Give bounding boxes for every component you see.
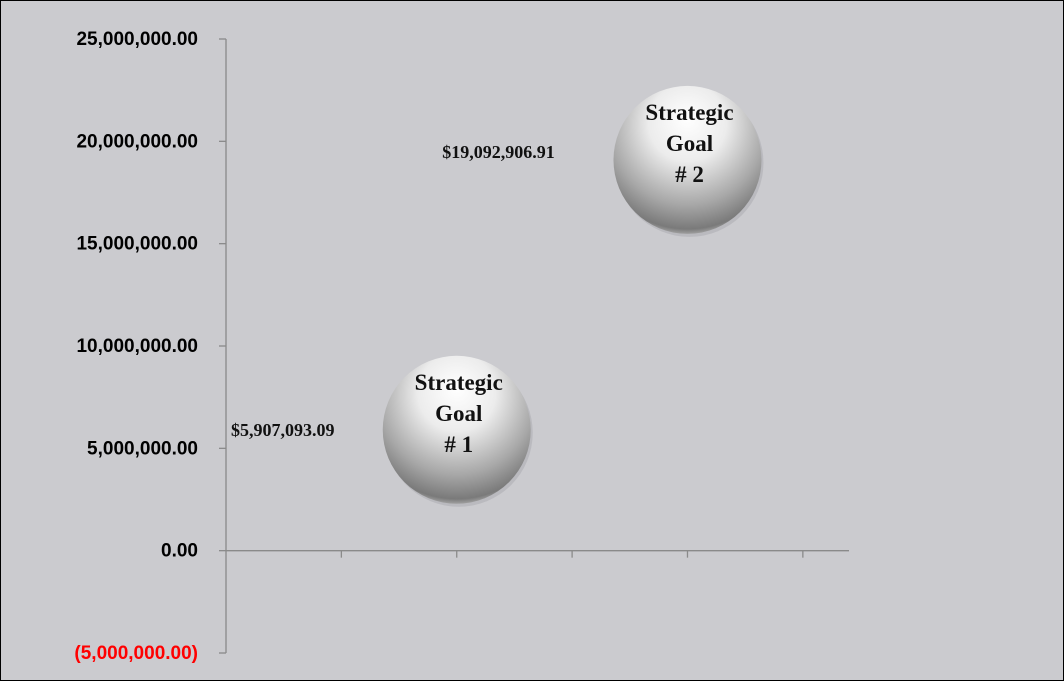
y-tick-label: 15,000,000.00 [76, 234, 198, 255]
bubble-text-line: # 2 [675, 162, 704, 187]
y-tick-label: 20,000,000.00 [76, 131, 198, 152]
axes [219, 38, 849, 654]
bubble-sphere [613, 85, 762, 234]
data-labels: $5,907,093.09 $19,092,906.91 [231, 142, 555, 440]
y-tick-label: 0.00 [161, 541, 198, 562]
bubble-text-line: Goal [435, 401, 482, 426]
data-label: $19,092,906.91 [442, 142, 555, 162]
y-axis-labels: (5,000,000.00) 0.00 5,000,000.00 10,000,000… [74, 29, 198, 664]
y-tick-label: 25,000,000.00 [76, 29, 198, 50]
y-tick-label: 5,000,000.00 [87, 438, 198, 459]
y-tick-label: (5,000,000.00) [74, 643, 198, 664]
data-label: $5,907,093.09 [231, 420, 335, 440]
data-points: Strategic Goal # 1 Strategic Goal # 2 [382, 85, 764, 507]
y-tick-label: 10,000,000.00 [76, 336, 198, 357]
bubble-text-line: Strategic [415, 370, 503, 395]
bubble-text-line: Strategic [645, 100, 733, 125]
bubble-point-1: Strategic Goal # 1 [382, 355, 533, 507]
bubble-sphere [382, 355, 531, 504]
bubble-text-line: Goal [666, 131, 713, 156]
bubble-point-2: Strategic Goal # 2 [613, 85, 764, 237]
bubble-text-line: # 1 [444, 432, 473, 457]
